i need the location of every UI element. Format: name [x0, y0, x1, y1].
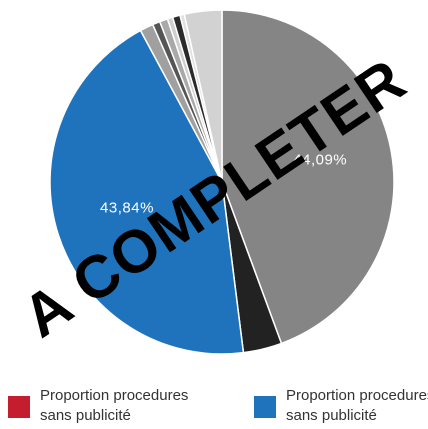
pie-slice	[49, 29, 245, 355]
legend-item: Proportion procedures sans publicité	[254, 386, 428, 426]
legend-swatch-blue	[254, 396, 276, 418]
pie-slice	[183, 9, 223, 183]
slice-label: 44,09%	[293, 152, 347, 169]
pie-chart: 44,09% 43,84%	[49, 9, 395, 355]
legend-item: Proportion procedures sans publicité	[8, 386, 190, 426]
legend-swatch-red	[8, 396, 30, 418]
slice-label: 43,84%	[100, 199, 154, 216]
pie-slice	[221, 9, 395, 345]
legend-label: Proportion procedures sans publicité	[286, 387, 428, 424]
legend: Proportion procedures sans publicité Pro…	[0, 386, 428, 429]
legend-label: Proportion procedures sans publicité	[40, 387, 189, 424]
